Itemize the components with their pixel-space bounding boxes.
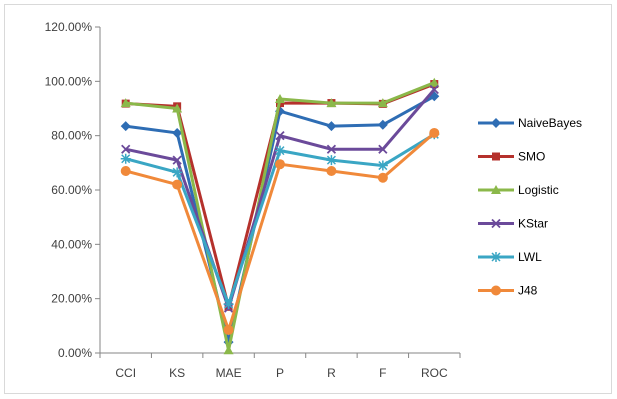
legend-label-kstar: KStar [518, 217, 548, 231]
data-point-j48 [172, 179, 183, 190]
series-line-naivebayes [125, 94, 436, 344]
series-layer [120, 77, 440, 355]
y-tick-label: 120.00% [45, 20, 93, 34]
data-point-j48 [429, 127, 440, 138]
data-point-j48 [275, 159, 285, 170]
data-point-lwl [172, 167, 183, 178]
x-tick-label: KS [169, 366, 185, 380]
legend-item-smo: SMO [478, 150, 545, 164]
data-point-naivebayes [172, 127, 183, 138]
y-tick-label: 40.00% [51, 237, 92, 251]
data-point-naivebayes [120, 121, 131, 132]
x-tick-label: R [327, 366, 336, 380]
data-point-kstar [121, 144, 131, 154]
legend-marker-logistic [491, 185, 501, 194]
data-point-kstar [275, 131, 285, 141]
legend-label-logistic: Logistic [518, 183, 559, 197]
x-tick-label: P [276, 366, 284, 380]
data-point-lwl [275, 145, 285, 156]
data-point-lwl [223, 299, 234, 310]
series-naivebayes [120, 91, 440, 348]
legend-marker-kstar [491, 218, 501, 229]
series-lwl [120, 129, 440, 310]
data-point-lwl [377, 160, 388, 171]
data-point-kstar [326, 144, 337, 154]
data-point-lwl [120, 153, 131, 164]
x-tick-label: F [379, 366, 386, 380]
series-logistic [120, 77, 440, 355]
y-tick-label: 20.00% [51, 292, 92, 306]
legend: NaiveBayes SMO Logistic KStar LWL J48 [478, 116, 582, 298]
y-tick-label: 0.00% [58, 346, 92, 360]
data-point-j48 [223, 324, 234, 335]
legend-marker-lwl [491, 252, 501, 262]
legend-item-naivebayes: NaiveBayes [478, 116, 582, 130]
data-point-lwl [326, 155, 337, 166]
x-tick-label: MAE [216, 366, 242, 380]
data-point-naivebayes [326, 121, 337, 132]
data-point-naivebayes [377, 119, 388, 130]
y-tick-label: 80.00% [51, 129, 92, 143]
legend-item-lwl: LWL [478, 250, 542, 264]
y-tick-label: 60.00% [51, 183, 92, 197]
series-j48 [120, 127, 440, 335]
data-point-logistic [429, 77, 440, 87]
data-point-logistic [223, 345, 234, 355]
chart-frame [4, 4, 612, 394]
data-point-kstar [429, 84, 439, 95]
axes: 0.00% 20.00% 40.00% 60.00% 80.00% 100.00% 120.… [45, 20, 461, 380]
data-point-kstar [172, 155, 182, 165]
data-point-j48 [326, 165, 337, 176]
legend-label-naivebayes: NaiveBayes [518, 116, 582, 130]
data-point-kstar [378, 144, 388, 154]
legend-item-logistic: Logistic [478, 183, 559, 197]
data-point-logistic [377, 98, 388, 108]
data-point-logistic [120, 98, 131, 108]
legend-label-j48: J48 [518, 284, 538, 298]
legend-item-kstar: KStar [478, 217, 548, 231]
legend-label-smo: SMO [518, 150, 545, 164]
legend-marker-naivebayes [491, 118, 501, 128]
x-tick-label: CCI [115, 366, 136, 380]
y-tick-label: 100.00% [45, 74, 93, 88]
legend-label-lwl: LWL [518, 250, 542, 264]
legend-marker-smo [492, 152, 500, 161]
data-point-logistic [172, 103, 183, 113]
data-point-logistic [326, 98, 337, 108]
data-point-j48 [120, 165, 131, 176]
legend-marker-j48 [491, 285, 501, 296]
x-tick-label: ROC [421, 366, 448, 380]
data-point-logistic [275, 93, 285, 103]
legend-item-j48: J48 [478, 284, 538, 298]
data-point-j48 [377, 172, 388, 183]
